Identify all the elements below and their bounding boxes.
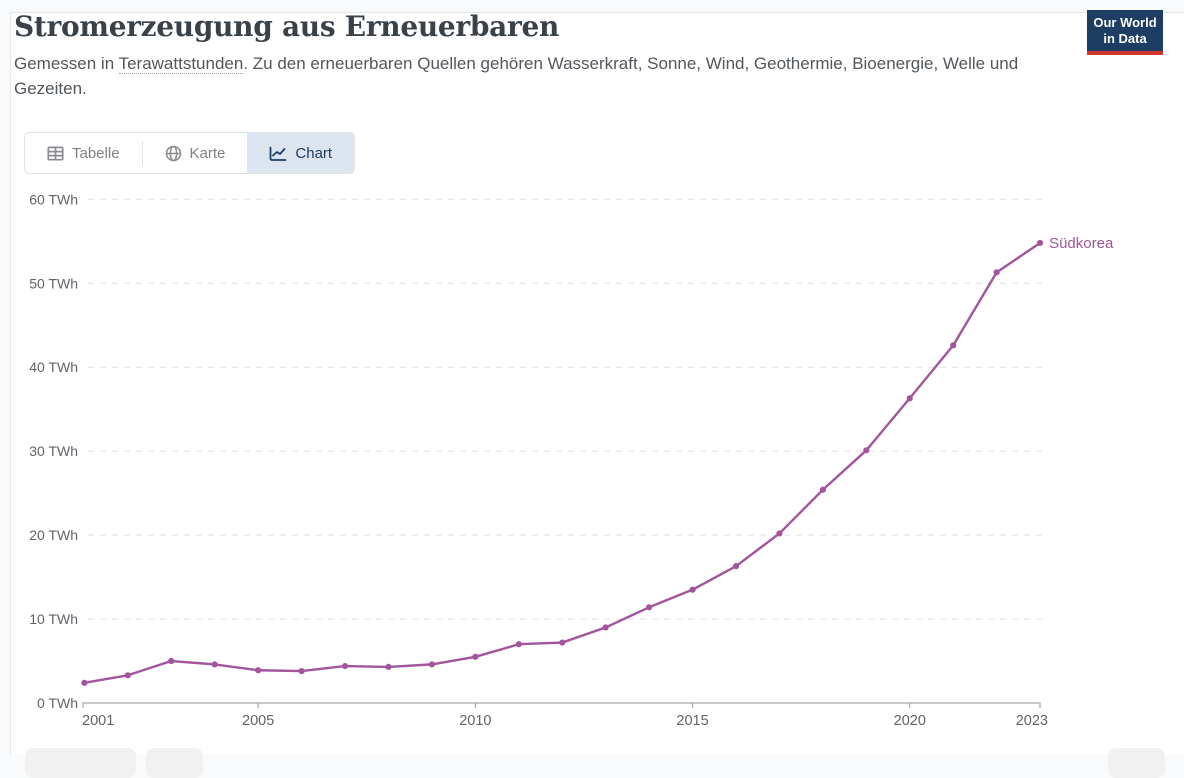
x-axis-tick-label: 2001 bbox=[82, 713, 114, 729]
tab-label: Karte bbox=[189, 144, 226, 162]
data-point[interactable] bbox=[950, 342, 957, 349]
footer-button-right[interactable] bbox=[1108, 748, 1165, 778]
y-axis-tick-label: 0 TWh bbox=[37, 695, 78, 711]
x-axis-tick-label: 2010 bbox=[459, 713, 491, 729]
owid-logo-line2: in Data bbox=[1103, 31, 1147, 46]
series-line[interactable] bbox=[84, 241, 1041, 685]
y-axis-tick-label: 50 TWh bbox=[29, 275, 78, 291]
data-point[interactable] bbox=[211, 661, 218, 668]
data-point[interactable] bbox=[124, 672, 131, 679]
tab-label: Tabelle bbox=[72, 144, 120, 162]
chart-subtitle: Gemessen in Terawattstunden. Zu den erne… bbox=[14, 51, 1078, 101]
owid-logo-box: Our World in Data bbox=[1087, 10, 1163, 51]
data-point[interactable] bbox=[602, 624, 609, 631]
data-point[interactable] bbox=[341, 662, 349, 670]
data-point[interactable] bbox=[689, 586, 696, 593]
owid-logo-accent bbox=[1087, 51, 1163, 55]
data-point[interactable] bbox=[515, 641, 522, 648]
page-title: Stromerzeugung aus Erneuerbaren bbox=[14, 10, 560, 43]
x-axis-tick-label: 2023 bbox=[1016, 713, 1048, 729]
chart-header: Stromerzeugung aus Erneuerbaren Gemessen… bbox=[14, 10, 1164, 101]
data-point[interactable] bbox=[168, 657, 175, 665]
y-axis-tick-label: 40 TWh bbox=[29, 359, 78, 375]
x-axis-tick-label: 2020 bbox=[894, 713, 926, 729]
series-end-label[interactable]: Südkorea bbox=[1049, 235, 1114, 252]
y-axis-tick-label: 10 TWh bbox=[29, 611, 78, 627]
view-tabbar: Tabelle Karte Chart bbox=[24, 132, 356, 174]
table-icon bbox=[47, 145, 64, 162]
data-point[interactable] bbox=[472, 653, 479, 660]
footer-button-middle[interactable] bbox=[146, 748, 203, 778]
data-point[interactable] bbox=[732, 563, 740, 570]
data-point[interactable] bbox=[385, 663, 392, 671]
data-point[interactable] bbox=[863, 447, 870, 454]
x-axis-line bbox=[82, 702, 1041, 708]
data-point[interactable] bbox=[428, 661, 436, 668]
tab-karte[interactable]: Karte bbox=[143, 133, 248, 173]
tab-label: Chart bbox=[295, 144, 333, 162]
data-point[interactable] bbox=[298, 667, 305, 675]
x-axis-tick-label: 2005 bbox=[242, 713, 274, 729]
data-point[interactable] bbox=[646, 604, 653, 611]
y-axis-tick-label: 30 TWh bbox=[29, 443, 78, 459]
globe-icon bbox=[165, 145, 182, 162]
subtitle-text: . Zu den erneuerbaren Quellen gehören Wa… bbox=[14, 54, 1019, 98]
terawattstunden-term-link[interactable]: Terawattstunden bbox=[118, 54, 244, 74]
tab-separator bbox=[141, 141, 143, 165]
tab-tabelle[interactable]: Tabelle bbox=[25, 133, 142, 173]
data-point[interactable] bbox=[1036, 239, 1044, 247]
owid-logo[interactable]: Our World in Data bbox=[1087, 10, 1163, 55]
data-point[interactable] bbox=[993, 269, 1000, 276]
line-chart-icon bbox=[269, 145, 287, 162]
tab-chart[interactable]: Chart bbox=[247, 133, 355, 173]
y-axis-tick-label: 60 TWh bbox=[29, 191, 78, 207]
subtitle-text: Gemessen in bbox=[14, 54, 119, 73]
data-point[interactable] bbox=[559, 639, 566, 646]
data-point[interactable] bbox=[906, 395, 913, 402]
data-point[interactable] bbox=[819, 486, 826, 493]
data-point[interactable] bbox=[776, 530, 783, 537]
y-axis-tick-label: 20 TWh bbox=[29, 527, 78, 543]
data-point[interactable] bbox=[81, 679, 88, 686]
line-chart-canvas[interactable]: 0 TWh 10 TWh 20 TWh 30 TWh 40 TWh 50 TWh 60 TW… bbox=[0, 0, 1184, 754]
footer-button-left[interactable] bbox=[25, 748, 136, 778]
owid-logo-line1: Our World bbox=[1093, 15, 1157, 30]
data-point[interactable] bbox=[255, 667, 262, 674]
x-axis-tick-label: 2015 bbox=[676, 713, 708, 729]
